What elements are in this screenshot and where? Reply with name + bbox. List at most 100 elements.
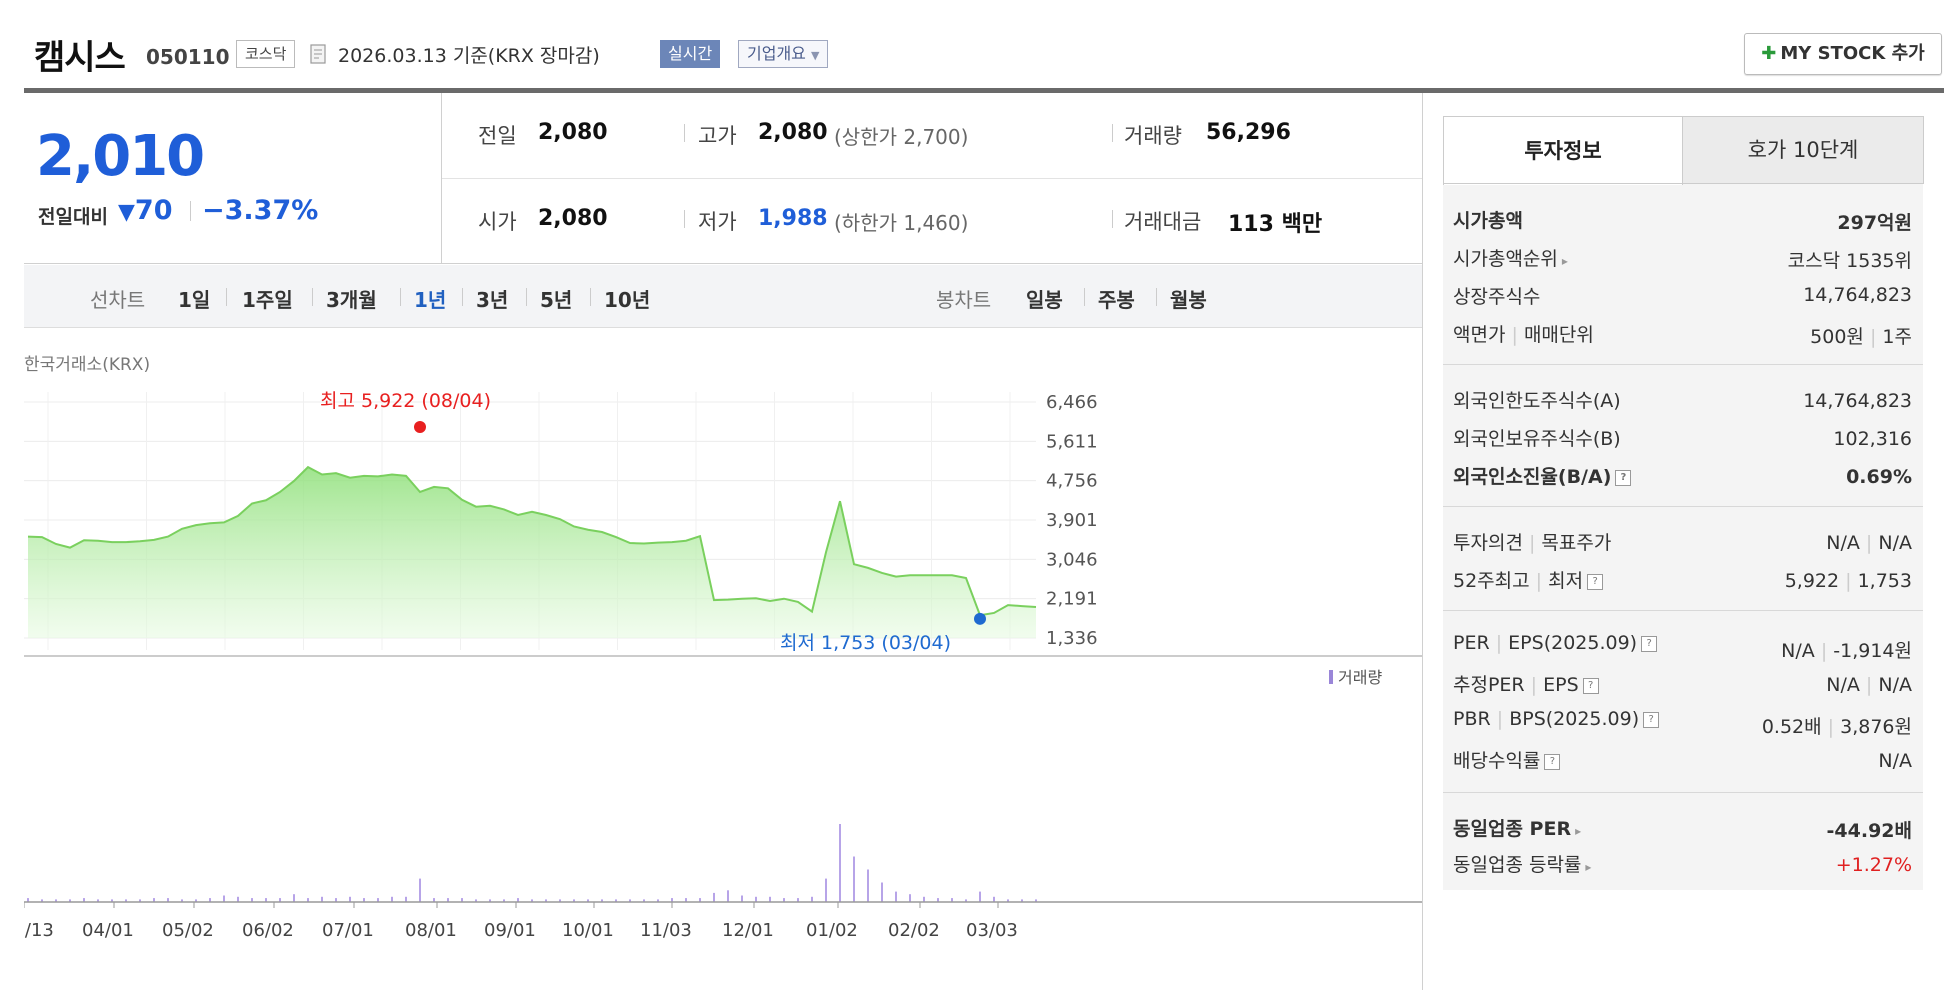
industry-change-value: +1.27% — [1835, 854, 1912, 876]
stock-name: 캠시스 — [34, 38, 126, 78]
industry-change-link[interactable]: 동일업종 등락률 ▸ — [1453, 850, 1591, 877]
shares-value: 14,764,823 — [1803, 284, 1912, 306]
pbr-label: PBR — [1453, 708, 1491, 730]
divider — [1112, 210, 1113, 228]
low-value: 1,988 — [758, 206, 828, 231]
x-tick-label: 09/01 — [484, 920, 536, 941]
price-stats — [442, 93, 1422, 264]
price-line — [27, 465, 1037, 617]
candle-monthly[interactable]: 월봉 — [1170, 288, 1207, 312]
foreign-limit-label: 외국인한도주식수(A) — [1453, 390, 1621, 412]
section-divider — [1443, 364, 1923, 365]
header-divider — [24, 88, 1944, 93]
high-label: 고가 — [698, 124, 737, 148]
opinion-value: N/A — [1826, 532, 1860, 554]
tab-orderbook[interactable]: 호가 10단계 — [1682, 116, 1924, 184]
help-icon[interactable]: ? — [1643, 711, 1660, 728]
prev-close-value: 2,080 — [538, 120, 608, 145]
x-tick-label: 02/02 — [888, 920, 940, 941]
bps-value: 3,876원 — [1840, 716, 1912, 738]
x-tick-label: 04/01 — [82, 920, 134, 941]
period-1d[interactable]: 1일 — [178, 288, 211, 312]
volume-bar — [559, 899, 561, 902]
tab-divider — [1443, 183, 1923, 184]
volume-label: 거래량 — [1124, 124, 1182, 148]
par-label: 액면가 — [1453, 324, 1506, 346]
divider — [684, 210, 685, 228]
volume-bar — [825, 878, 827, 902]
help-icon[interactable]: ? — [1544, 753, 1561, 770]
volume-bar — [97, 899, 99, 902]
candle-chart-label: 봉차트 — [936, 288, 992, 312]
realtime-button[interactable]: 실시간 — [660, 40, 721, 68]
per-label-row: PER | EPS(2025.09)? — [1453, 632, 1658, 654]
par-unit-value: 500원 | 1주 — [1810, 326, 1912, 348]
volume-bar — [153, 898, 155, 902]
x-tick-label: 07/01 — [322, 920, 374, 941]
volume-bar — [923, 896, 925, 902]
tab-investment-info[interactable]: 투자정보 — [1443, 116, 1683, 185]
volume-bar — [447, 898, 449, 902]
max-label: 최고 5,922 (08/04) — [320, 390, 491, 412]
divider — [400, 288, 401, 306]
min-marker — [974, 612, 986, 625]
volume-bar — [69, 899, 71, 902]
help-icon[interactable]: ? — [1582, 677, 1599, 694]
y-tick-label: 1,336 — [1046, 628, 1098, 649]
market-cap-rank-value: 코스닥 1535위 — [1787, 250, 1912, 272]
w52-low-value: 1,753 — [1857, 570, 1912, 592]
industry-per-value: -44.92배 — [1826, 820, 1912, 842]
volume-bar — [517, 898, 519, 902]
dividend-label: 배당수익률 — [1453, 750, 1541, 772]
volume-bar — [223, 895, 225, 902]
industry-per-link[interactable]: 동일업종 PER ▸ — [1453, 814, 1581, 841]
y-tick-label: 5,611 — [1046, 431, 1098, 452]
pbr-value-row: 0.52배 | 3,876원 — [1761, 716, 1912, 738]
help-icon[interactable]: ? — [1615, 469, 1632, 486]
period-1w[interactable]: 1주일 — [242, 288, 293, 312]
price-chart[interactable]: 6,466 5,611 4,756 3,901 3,046 2,191 1,336 최고 5,… — [24, 380, 1422, 970]
candle-daily[interactable]: 일봉 — [1026, 288, 1063, 312]
unit-value: 1주 — [1882, 326, 1912, 348]
divider — [1156, 288, 1157, 306]
volume-bar — [657, 899, 659, 902]
x-tick-label: 03/03 — [966, 920, 1018, 941]
volume-bar — [685, 898, 687, 902]
period-3m[interactable]: 3개월 — [326, 288, 377, 312]
market-cap-rank-link[interactable]: 시가총액순위 ▸ — [1453, 244, 1568, 271]
per-value-row: N/A | -1,914원 — [1781, 640, 1912, 662]
add-my-stock-button[interactable]: ✚ MY STOCK 추가 — [1744, 33, 1942, 75]
arrow-right-icon: ▸ — [1575, 824, 1582, 838]
investment-info-panel — [1443, 184, 1923, 890]
w52-label-row: 52주최고 | 최저? — [1453, 566, 1604, 593]
prev-close-label: 전일 — [478, 124, 517, 148]
period-1y[interactable]: 1년 — [414, 288, 447, 312]
divider — [1084, 288, 1085, 306]
company-overview-button[interactable]: 기업개요 ▼ — [738, 40, 829, 68]
divider — [1112, 124, 1113, 142]
period-5y[interactable]: 5년 — [540, 288, 573, 312]
chart-period-bar — [24, 265, 1422, 328]
opinion-label-row: 투자의견 | 목표주가 — [1453, 532, 1612, 554]
volume-bar — [265, 898, 267, 902]
change-percent: −3.37% — [202, 195, 319, 226]
volume-bar — [83, 898, 85, 902]
per-label: PER — [1453, 632, 1490, 654]
help-icon[interactable]: ? — [1587, 573, 1604, 590]
x-tick-label: 05/02 — [162, 920, 214, 941]
volume-bar — [839, 824, 841, 902]
volume-bar — [279, 898, 281, 902]
industry-per-label: 동일업종 PER — [1453, 818, 1572, 840]
change-value: ▼70 — [118, 195, 173, 226]
period-10y[interactable]: 10년 — [604, 288, 651, 312]
period-3y[interactable]: 3년 — [476, 288, 509, 312]
lower-limit: (하한가 1,460) — [834, 211, 969, 235]
volume-bar — [573, 899, 575, 902]
volume-bar — [615, 899, 617, 902]
volume-bar — [993, 896, 995, 902]
target-label: 목표주가 — [1541, 532, 1612, 554]
candle-weekly[interactable]: 주봉 — [1098, 288, 1135, 312]
x-tick-label: 12/01 — [722, 920, 774, 941]
help-icon[interactable]: ? — [1641, 635, 1658, 652]
stats-divider — [442, 178, 1422, 179]
